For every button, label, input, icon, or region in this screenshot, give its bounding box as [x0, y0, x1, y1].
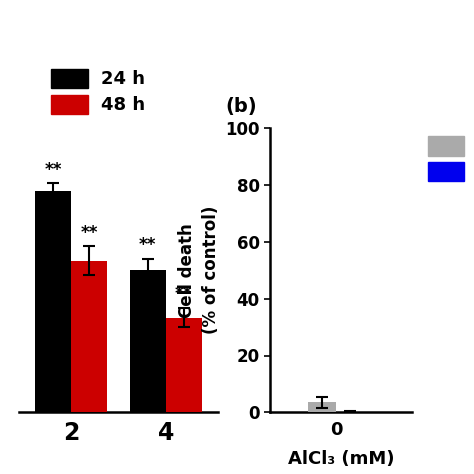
Y-axis label: Cell death
(% of control): Cell death (% of control) — [178, 206, 220, 334]
Bar — [308, 402, 336, 412]
Text: **: ** — [175, 285, 192, 303]
Text: **: ** — [139, 237, 156, 255]
Legend: 2, 4: 2, 4 — [428, 137, 474, 182]
Legend: 24 h, 48 h: 24 h, 48 h — [51, 69, 146, 114]
Bar — [166, 318, 202, 412]
Text: **: ** — [81, 224, 98, 242]
Bar — [35, 191, 71, 412]
Bar — [130, 270, 166, 412]
Text: (b): (b) — [225, 97, 257, 116]
Bar — [71, 261, 107, 412]
Bar — [336, 411, 365, 412]
Text: **: ** — [45, 161, 62, 179]
X-axis label: AlCl₃ (mM): AlCl₃ (mM) — [288, 450, 394, 468]
